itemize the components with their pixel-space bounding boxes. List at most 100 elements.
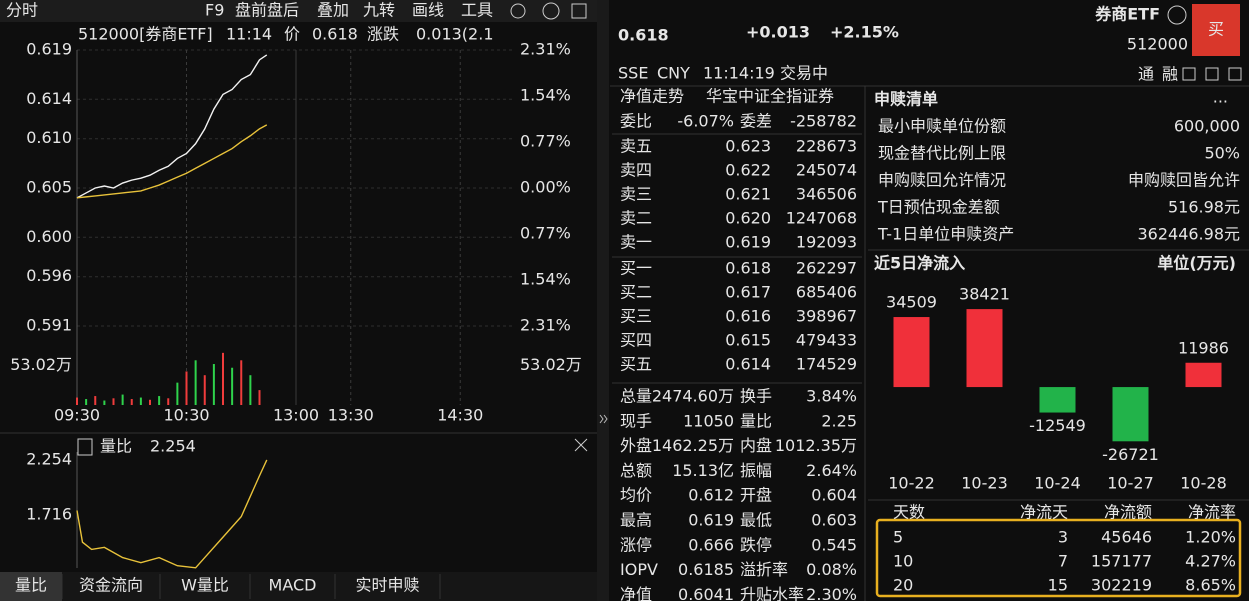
y-tick-label: 0.619 (26, 40, 72, 59)
bar (1112, 387, 1149, 442)
bottom-tab[interactable]: 资金流向 (79, 576, 143, 595)
volume-bar (85, 399, 88, 405)
stat-value: 0.6185 (678, 560, 734, 579)
label: 委差 (740, 112, 772, 131)
toolbar-icons (77, 2, 1242, 456)
close-icon[interactable] (574, 438, 588, 452)
volume-bar (112, 398, 115, 405)
toolbar-item[interactable]: 工具 (461, 1, 493, 20)
volume-bar (194, 360, 197, 405)
stat-value: 0.6041 (678, 585, 734, 601)
table-cell: 5 (893, 528, 903, 547)
help-icon[interactable] (542, 2, 560, 20)
chart-header: 0.013(2.1 (416, 25, 494, 44)
table-cell: 1.20% (1185, 528, 1236, 547)
value-label: -12549 (1029, 416, 1086, 435)
level-label: 卖三 (620, 185, 652, 204)
info-icon[interactable] (1167, 5, 1187, 25)
tab[interactable]: 华宝中证全指证券 (706, 87, 834, 106)
quote-meta: SSE (618, 64, 648, 83)
stat-value: 1462.25万 (652, 436, 734, 455)
change-pct: +2.15% (830, 23, 899, 42)
toolbar-item[interactable]: F9 (205, 1, 224, 20)
volume-bar (222, 352, 224, 405)
quote-meta: 交易中 (780, 64, 828, 83)
volume-bar (203, 375, 206, 405)
lock-icon[interactable] (1205, 67, 1219, 81)
chart-header: 量比 (100, 437, 132, 456)
toolbar-item[interactable]: 叠加 (317, 1, 349, 20)
edit-icon[interactable] (1182, 67, 1196, 81)
y-tick-label: 2.254 (26, 449, 72, 468)
settings-icon[interactable] (510, 3, 526, 19)
table-cell: 45646 (1101, 528, 1152, 547)
bottom-tab[interactable]: MACD (269, 576, 317, 595)
stat-label: 现手 (620, 411, 652, 430)
x-tick-label: 14:30 (437, 406, 483, 425)
table-header: 天数 (893, 503, 925, 522)
x-tick-label: 10-24 (1034, 474, 1081, 493)
table-header: 净流天 (1020, 503, 1068, 522)
toolbar-item[interactable]: 九转 (363, 1, 395, 20)
expand-icon[interactable] (599, 414, 608, 424)
volume-bar (240, 360, 243, 405)
volume-bar (103, 400, 106, 405)
level-label: 买五 (620, 355, 652, 374)
bar (1185, 362, 1222, 388)
bottom-tab[interactable]: 实时申赎 (355, 576, 419, 595)
y2-tick-label: 2.31% (520, 316, 571, 335)
stat-value: 11050 (683, 411, 734, 430)
toolbar-item[interactable]: 画线 (412, 1, 444, 20)
x-tick-label: 10:30 (163, 406, 209, 425)
table-cell: 10 (893, 552, 913, 571)
row-label: T-1日单位申赎资产 (877, 225, 1014, 244)
alert-icon[interactable] (1228, 67, 1242, 81)
buy-label[interactable]: 买 (1208, 20, 1224, 39)
stat-value: 2.64% (806, 461, 857, 480)
level-volume: 262297 (796, 259, 857, 278)
stat-value: 0.666 (688, 535, 734, 554)
window-icon[interactable] (571, 3, 587, 19)
stat-value: 2.30% (806, 585, 857, 601)
bar (1039, 387, 1076, 413)
value-label: -26721 (1102, 445, 1159, 464)
y2-tick-label: 1.54% (520, 270, 571, 289)
bar (893, 317, 930, 388)
x-tick-label: 13:00 (273, 406, 319, 425)
chart-header: 2.254 (150, 437, 196, 456)
toolbar-item[interactable]: 盘前盘后 (235, 1, 299, 20)
security-name: 券商ETF (1094, 5, 1160, 24)
help-icon[interactable] (77, 438, 93, 456)
level-volume: 192093 (796, 233, 857, 252)
stat-label: 净值 (620, 585, 652, 601)
more[interactable]: ... (1213, 88, 1228, 107)
buy-button[interactable] (1192, 4, 1240, 56)
value: -258782 (790, 112, 857, 131)
y2-tick-label: 0.00% (520, 178, 571, 197)
stat-label: 振幅 (740, 461, 772, 480)
row-value: 50% (1204, 144, 1240, 163)
mode-tab[interactable]: 分时 (6, 1, 38, 20)
bottom-tab[interactable]: W量比 (181, 576, 229, 595)
x-tick-label: 10-27 (1107, 474, 1154, 493)
table-header: 净流率 (1188, 503, 1236, 522)
table-cell: 4.27% (1185, 552, 1236, 571)
stat-value: 0.619 (688, 511, 734, 530)
chart-unit: 单位(万元) (1157, 254, 1236, 273)
badge: 通 (1138, 65, 1154, 84)
table-cell: 7 (1058, 552, 1068, 571)
bottom-tab[interactable]: 量比 (15, 576, 47, 595)
y-tick-label: 0.614 (26, 89, 72, 108)
y-tick-label: 0.596 (26, 266, 72, 285)
label: 委比 (620, 112, 652, 131)
y-tick-label: 53.02万 (10, 355, 72, 374)
tab[interactable]: 净值走势 (620, 87, 684, 106)
row-label: 申购赎回允许情况 (878, 171, 1006, 190)
y2-tick-label: 0.77% (520, 132, 571, 151)
stat-label: 换手 (740, 387, 772, 406)
level-label: 买三 (620, 307, 652, 326)
volume-bar (258, 390, 261, 405)
level-price: 0.622 (725, 161, 771, 180)
level-label: 卖二 (620, 209, 652, 228)
